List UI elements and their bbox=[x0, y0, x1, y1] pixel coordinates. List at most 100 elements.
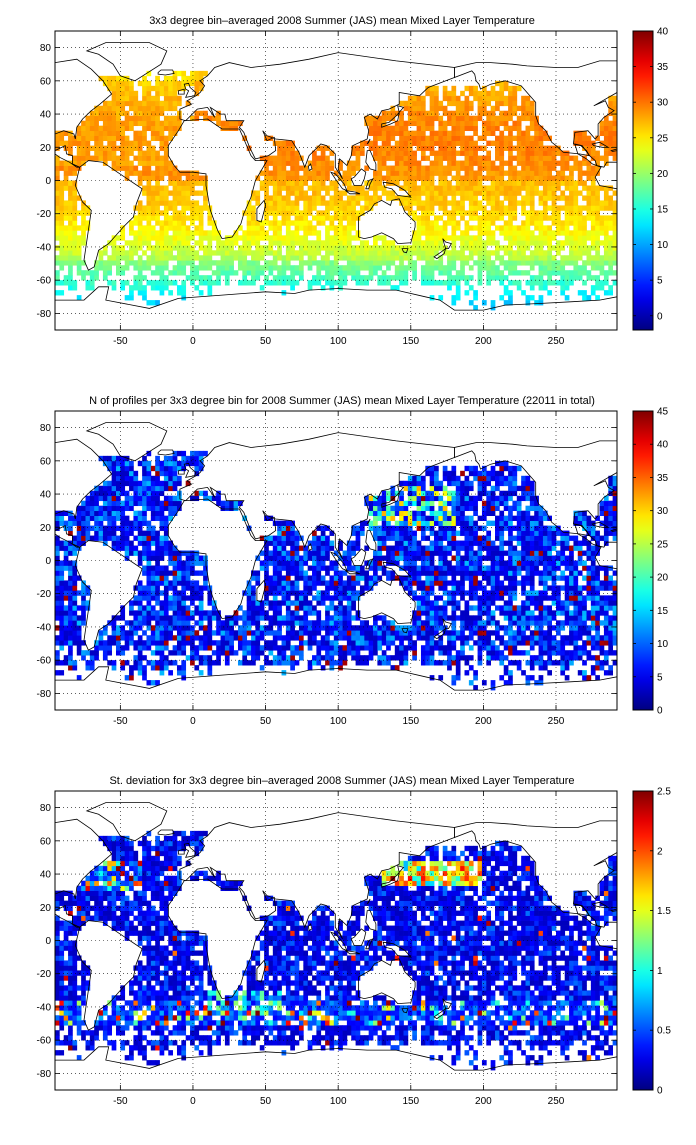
data-cell bbox=[321, 171, 326, 176]
data-cell bbox=[508, 610, 513, 615]
data-cell bbox=[526, 195, 531, 200]
data-cell bbox=[556, 250, 561, 255]
data-cell bbox=[582, 205, 587, 210]
data-cell bbox=[290, 171, 295, 176]
data-cell bbox=[600, 635, 605, 640]
data-cell bbox=[547, 225, 552, 230]
data-cell bbox=[151, 131, 156, 136]
colorbar-tick-label: 15 bbox=[657, 204, 669, 215]
data-cell bbox=[404, 151, 409, 156]
data-cell bbox=[146, 280, 151, 285]
data-cell bbox=[382, 655, 387, 660]
data-cell bbox=[312, 161, 317, 166]
data-cell bbox=[229, 235, 234, 240]
data-cell bbox=[173, 205, 178, 210]
data-cell bbox=[116, 260, 121, 265]
data-cell bbox=[595, 225, 600, 230]
data-cell bbox=[595, 600, 600, 605]
data-cell bbox=[491, 86, 496, 91]
data-cell bbox=[273, 635, 278, 640]
data-cell bbox=[569, 235, 574, 240]
data-cell bbox=[177, 220, 182, 225]
data-cell bbox=[587, 650, 592, 655]
data-cell bbox=[364, 255, 369, 260]
data-cell bbox=[164, 615, 169, 620]
data-cell bbox=[447, 600, 452, 605]
data-cell bbox=[221, 121, 226, 126]
data-cell bbox=[434, 106, 439, 111]
data-cell bbox=[482, 185, 487, 190]
data-cell bbox=[286, 260, 291, 265]
data-cell bbox=[425, 225, 430, 230]
data-cell bbox=[460, 106, 465, 111]
data-cell bbox=[469, 101, 474, 106]
data-cell bbox=[582, 245, 587, 250]
data-cell bbox=[556, 600, 561, 605]
data-cell bbox=[482, 630, 487, 635]
data-cell bbox=[552, 210, 557, 215]
data-cell bbox=[194, 620, 199, 625]
data-cell bbox=[112, 156, 117, 161]
data-cell bbox=[334, 590, 339, 595]
data-cell bbox=[334, 620, 339, 625]
data-cell bbox=[534, 240, 539, 245]
data-cell bbox=[491, 141, 496, 146]
data-cell bbox=[469, 215, 474, 220]
data-cell bbox=[316, 265, 321, 270]
data-cell bbox=[64, 141, 69, 146]
data-cell bbox=[290, 635, 295, 640]
data-cell bbox=[587, 210, 592, 215]
data-cell bbox=[443, 205, 448, 210]
data-cell bbox=[552, 230, 557, 235]
data-cell bbox=[273, 580, 278, 585]
data-cell bbox=[595, 655, 600, 660]
data-cell bbox=[447, 595, 452, 600]
data-cell bbox=[530, 200, 535, 205]
data-cell bbox=[255, 225, 260, 230]
data-cell bbox=[565, 585, 570, 590]
data-cell bbox=[290, 585, 295, 590]
data-cell bbox=[329, 285, 334, 290]
data-cell bbox=[203, 280, 208, 285]
data-cell bbox=[120, 245, 125, 250]
data-cell bbox=[203, 625, 208, 630]
data-cell bbox=[55, 230, 60, 235]
data-cell bbox=[582, 171, 587, 176]
data-cell bbox=[72, 630, 77, 635]
data-cell bbox=[517, 171, 522, 176]
data-cell bbox=[264, 181, 269, 186]
data-cell bbox=[229, 270, 234, 275]
data-cell bbox=[604, 640, 609, 645]
data-cell bbox=[469, 116, 474, 121]
data-cell bbox=[295, 620, 300, 625]
data-cell bbox=[286, 190, 291, 195]
data-cell bbox=[133, 285, 138, 290]
data-cell bbox=[521, 590, 526, 595]
data-cell bbox=[469, 225, 474, 230]
data-cell bbox=[491, 215, 496, 220]
data-cell bbox=[451, 86, 456, 91]
x-tick-label: 50 bbox=[260, 336, 272, 347]
data-cell bbox=[168, 580, 173, 585]
data-cell bbox=[465, 275, 470, 280]
data-cell bbox=[547, 645, 552, 650]
data-cell bbox=[194, 645, 199, 650]
data-cell bbox=[264, 245, 269, 250]
data-cell bbox=[107, 270, 112, 275]
data-cell bbox=[316, 260, 321, 265]
data-cell bbox=[521, 195, 526, 200]
data-cell bbox=[194, 200, 199, 205]
data-cell bbox=[478, 660, 483, 665]
data-cell bbox=[242, 275, 247, 280]
data-cell bbox=[504, 220, 509, 225]
data-cell bbox=[116, 101, 121, 106]
data-cell bbox=[168, 255, 173, 260]
data-cell bbox=[290, 205, 295, 210]
data-cell bbox=[573, 166, 578, 171]
data-cell bbox=[312, 181, 317, 186]
data-cell bbox=[99, 126, 104, 131]
data-cell bbox=[247, 230, 252, 235]
data-cell bbox=[295, 660, 300, 665]
data-cell bbox=[547, 270, 552, 275]
data-cell bbox=[369, 121, 374, 126]
